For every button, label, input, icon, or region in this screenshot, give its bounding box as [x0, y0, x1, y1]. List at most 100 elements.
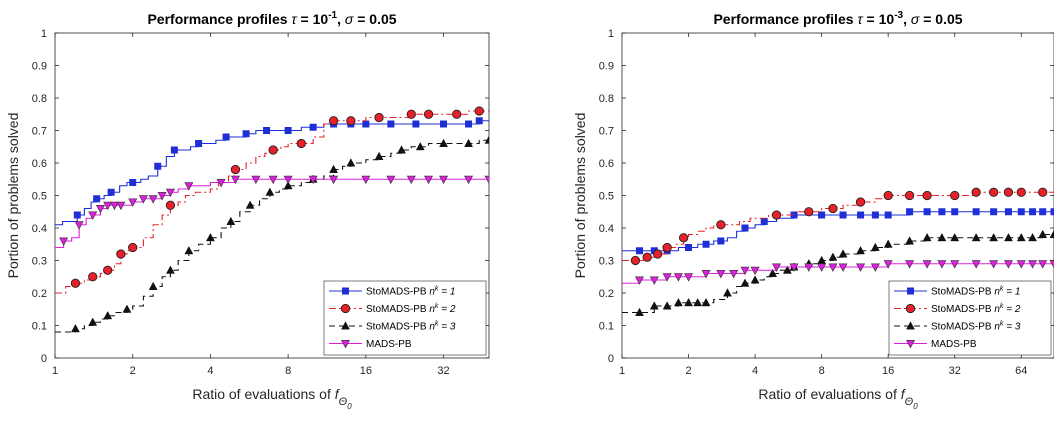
data-point-marker: [937, 233, 947, 242]
data-point-marker: [128, 242, 138, 253]
data-point-marker: [674, 298, 683, 307]
data-point-marker: [268, 145, 278, 155]
data-point-marker: [148, 281, 158, 290]
data-point-marker: [465, 120, 473, 128]
legend-marker: [341, 287, 349, 295]
data-point-marker: [439, 175, 449, 185]
data-point-marker: [474, 106, 484, 116]
data-point-marker: [883, 190, 893, 201]
x-tick-label: 16: [882, 365, 894, 377]
series-4: [622, 260, 1054, 285]
legend-label: StoMADS-PB nk = 1: [931, 286, 1020, 298]
y-tick-label: 0.5: [599, 191, 614, 203]
data-point-marker: [1003, 187, 1014, 197]
data-point-marker: [165, 188, 175, 198]
legend-label: MADS-PB: [366, 339, 412, 350]
data-point-marker: [107, 188, 115, 196]
data-point-marker: [406, 175, 416, 185]
data-point-marker: [122, 304, 132, 313]
data-point-marker: [329, 175, 339, 185]
data-point-marker: [296, 138, 306, 149]
data-point-marker: [346, 158, 356, 167]
data-point-marker: [386, 175, 396, 185]
legend-label: StoMADS-PB nk = 1: [366, 286, 455, 298]
data-point-marker: [165, 200, 176, 210]
series-2: [55, 106, 489, 294]
data-point-marker: [73, 211, 81, 219]
data-point-marker: [883, 260, 893, 269]
series-line: [622, 211, 1054, 252]
data-point-marker: [884, 211, 892, 219]
data-point-marker: [951, 208, 959, 216]
legend-marker: [341, 321, 350, 330]
x-axis-label: Ratio of evaluations of fΘ0: [758, 386, 918, 411]
data-point-marker: [662, 273, 672, 282]
legend-marker: [905, 303, 916, 314]
data-point-marker: [684, 298, 693, 307]
data-point-marker: [883, 239, 893, 248]
data-point-marker: [1017, 208, 1025, 216]
chart-title: Performance profiles τ = 10-3, σ = 0.05: [713, 10, 962, 27]
data-point-marker: [989, 233, 999, 242]
data-point-marker: [857, 211, 865, 219]
data-point-marker: [138, 195, 148, 204]
data-point-marker: [484, 175, 489, 185]
data-point-marker: [772, 263, 782, 272]
x-tick-label: 64: [1015, 365, 1027, 377]
series-line: [55, 178, 489, 249]
data-point-marker: [374, 151, 384, 160]
data-point-marker: [990, 208, 998, 216]
data-point-marker: [346, 116, 356, 126]
data-point-marker: [649, 301, 659, 310]
y-tick-label: 0.2: [32, 288, 47, 300]
y-tick-label: 0.3: [599, 256, 614, 268]
data-point-marker: [740, 266, 750, 276]
data-point-marker: [635, 307, 644, 316]
y-axis-label: Portion of problems solved: [572, 113, 588, 279]
data-point-marker: [195, 140, 203, 148]
data-point-marker: [1016, 233, 1026, 242]
data-point-marker: [653, 249, 663, 259]
x-tick-label: 32: [437, 365, 449, 377]
y-tick-label: 0.6: [599, 158, 614, 170]
legend-entry-4: MADS-PB: [894, 339, 977, 350]
legend-entry-3: StoMADS-PB nk = 3: [894, 321, 1021, 333]
data-point-marker: [716, 220, 726, 230]
data-point-marker: [1028, 233, 1037, 242]
data-point-marker: [1038, 229, 1048, 238]
data-point-marker: [1004, 208, 1012, 216]
data-point-marker: [424, 175, 434, 185]
data-point-marker: [88, 211, 98, 220]
data-point-marker: [1029, 208, 1037, 216]
data-point-marker: [768, 268, 778, 277]
data-point-marker: [760, 218, 768, 226]
data-point-marker: [397, 145, 406, 154]
data-point-marker: [1016, 187, 1026, 197]
data-point-marker: [70, 278, 81, 288]
legend-marker: [905, 339, 916, 349]
y-tick-label: 1: [41, 28, 47, 40]
data-point-marker: [406, 109, 416, 119]
data-point-marker: [971, 187, 981, 197]
y-tick-label: 0.9: [599, 61, 614, 73]
data-point-marker: [309, 123, 317, 131]
data-point-marker: [950, 190, 960, 201]
data-point-marker: [1049, 260, 1054, 269]
legend-label: StoMADS-PB nk = 3: [931, 321, 1021, 333]
data-point-marker: [116, 249, 126, 259]
data-point-marker: [263, 127, 271, 135]
series-2: [622, 187, 1054, 266]
y-tick-label: 0: [41, 353, 47, 365]
data-point-marker: [789, 263, 799, 272]
legend: StoMADS-PB nk = 1 StoMADS-PB nk = 2 StoMAD…: [323, 280, 487, 356]
data-point-marker: [702, 240, 710, 248]
legend-box: [323, 280, 487, 356]
y-tick-label: 0.8: [32, 93, 47, 105]
data-point-marker: [804, 263, 814, 272]
legend-entry-1: StoMADS-PB nk = 1: [894, 286, 1020, 298]
data-point-marker: [673, 273, 683, 282]
data-point-marker: [439, 138, 448, 147]
data-point-marker: [148, 195, 158, 204]
data-point-marker: [74, 221, 84, 230]
